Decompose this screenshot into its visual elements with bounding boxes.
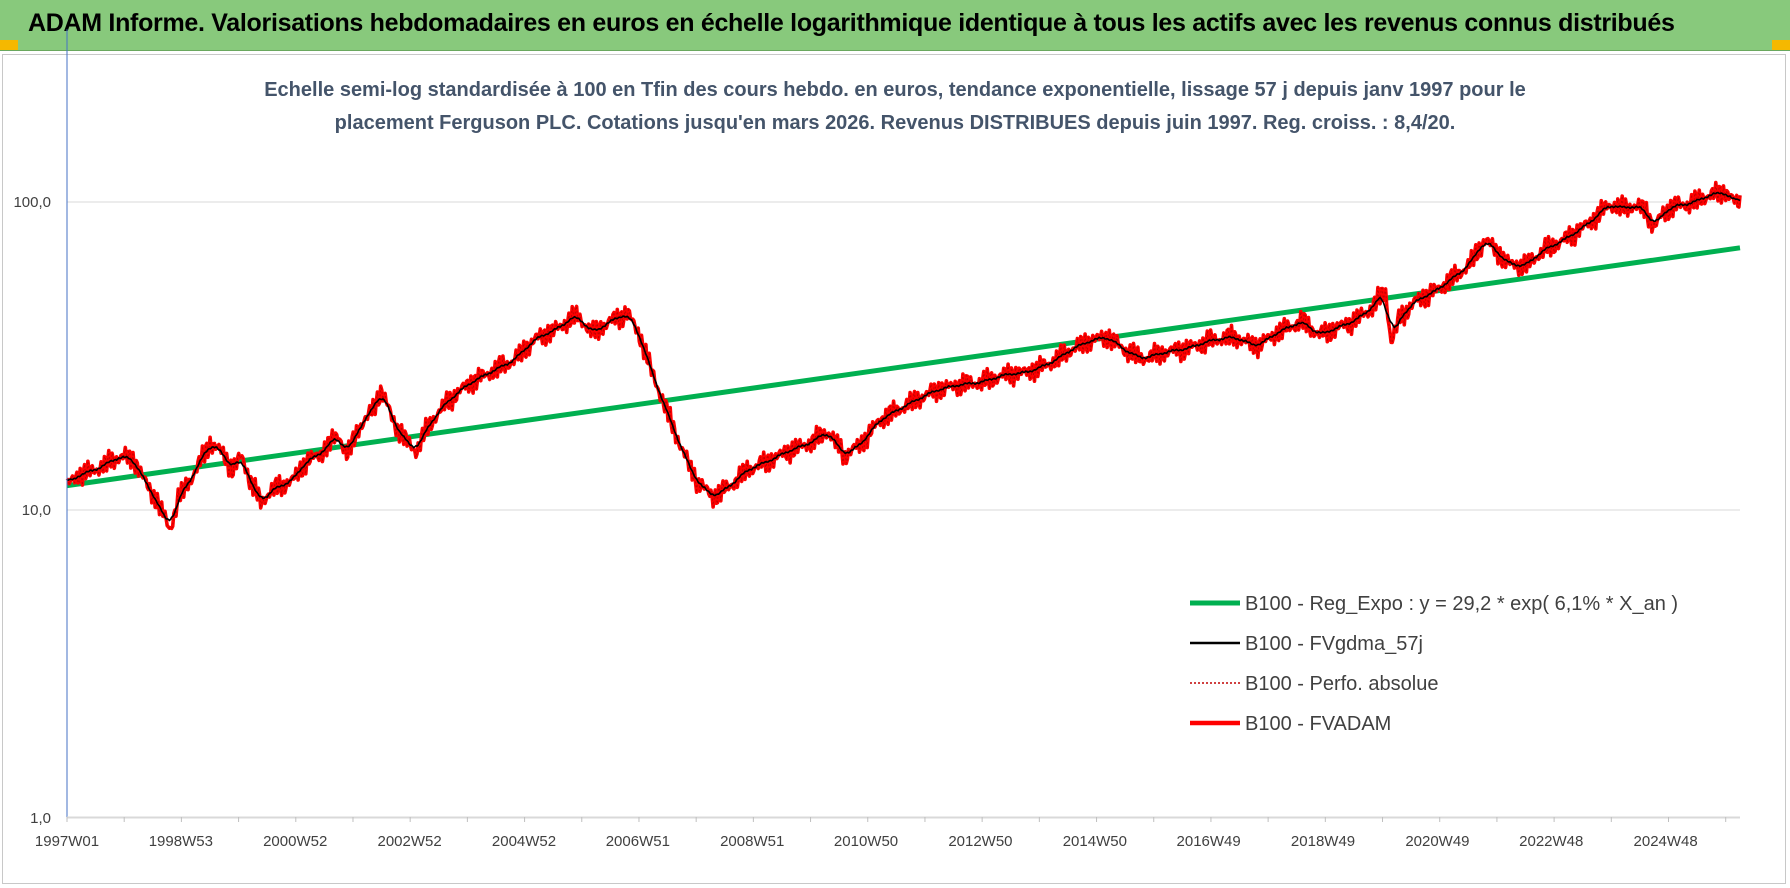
x-tick-label: 2016W49 — [1177, 833, 1241, 850]
x-tick-label: 2020W49 — [1405, 833, 1469, 850]
x-tick-label: 2006W51 — [606, 833, 670, 850]
x-tick-label: 2000W52 — [263, 833, 327, 850]
x-tick-label: 2010W50 — [834, 833, 898, 850]
x-tick-label: 2024W48 — [1634, 833, 1698, 850]
x-tick-label: 2004W52 — [492, 833, 556, 850]
x-tick-label: 2022W48 — [1519, 833, 1583, 850]
banner-title: ADAM Informe. Valorisations hebdomadaire… — [28, 9, 1675, 37]
x-tick-label: 2014W50 — [1063, 833, 1127, 850]
chart-title: Echelle semi-log standardisée à 100 en T… — [150, 74, 1640, 140]
series-fvadam-line — [65, 180, 1742, 531]
y-tick-label: 1,0 — [30, 810, 51, 827]
x-tick-label: 2012W50 — [948, 833, 1012, 850]
y-tick-label: 100,0 — [13, 194, 51, 211]
chart-title-line-1: Echelle semi-log standardisée à 100 en T… — [264, 79, 1526, 101]
legend-label: B100 - Reg_Expo : y = 29,2 * exp( 6,1% *… — [1245, 593, 1678, 615]
chart-frame — [2, 54, 1786, 884]
legend-label: B100 - Perfo. absolue — [1245, 673, 1438, 695]
x-tick-label: 2008W51 — [720, 833, 784, 850]
series-reg-expo-line — [66, 245, 1741, 489]
series-perfo-absolue-line — [66, 182, 1741, 530]
y-tick-label: 10,0 — [22, 502, 51, 519]
x-tick-label: 1997W01 — [35, 833, 99, 850]
banner: ADAM Informe. Valorisations hebdomadaire… — [0, 0, 1790, 51]
x-tick-label: 2018W49 — [1291, 833, 1355, 850]
x-tick-label: 2002W52 — [377, 833, 441, 850]
series-fvgdma-line — [66, 191, 1741, 522]
x-tick-label: 1998W53 — [149, 833, 213, 850]
corner-marker-top-left — [0, 40, 18, 50]
legend-label: B100 - FVADAM — [1245, 713, 1391, 735]
corner-marker-top-right — [1772, 40, 1790, 50]
chart-title-line-2: placement Ferguson PLC. Cotations jusqu'… — [334, 112, 1456, 134]
legend-label: B100 - FVgdma_57j — [1245, 633, 1423, 655]
